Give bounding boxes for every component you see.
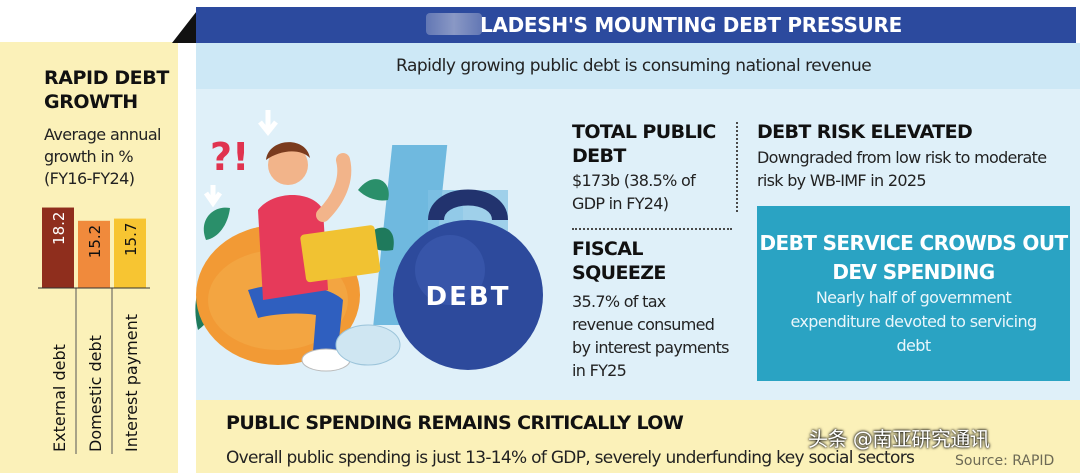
blurred-title-prefix (426, 13, 482, 35)
puzzled-mark-icon: ?! (210, 135, 249, 179)
debt-service-body: Nearly half of government expenditure de… (790, 288, 1037, 355)
debt-service-title: DEBT SERVICE CROWDS OUT DEV SPENDING (759, 231, 1069, 284)
bar (42, 207, 74, 288)
debt-illustration: ?! DEBT (195, 110, 543, 372)
bar (114, 218, 146, 288)
kettlebell-label: DEBT (426, 282, 511, 312)
debt-service-box (757, 206, 1070, 381)
public-spending-title: PUBLIC SPENDING REMAINS CRITICALLY LOW (226, 412, 684, 434)
bar-value-label: 15.7 (122, 223, 140, 256)
watermark: 头条 @南亚研究通讯 (808, 427, 990, 451)
debt-risk-title: DEBT RISK ELEVATED (757, 121, 973, 143)
leaf-icon (203, 207, 230, 240)
subtitle-band (196, 43, 1080, 89)
down-arrow-icon (258, 110, 278, 137)
public-spending-body: Overall public spending is just 13-14% o… (226, 448, 915, 468)
bar-value-label: 15.2 (86, 225, 104, 258)
debt-growth-bar-chart: 18.2 External debt 15.2 Domestic debt 15.7 In… (38, 207, 150, 454)
person-legs (248, 284, 343, 352)
debt-risk-body: Downgraded from low risk to moderate ris… (757, 148, 1047, 190)
person-head (268, 145, 308, 185)
leaf-icon (358, 179, 389, 201)
section-divider-vertical (736, 122, 738, 212)
laptop-icon (300, 225, 381, 283)
broken-piggy-bank-icon (335, 324, 401, 366)
total-debt-title: TOTAL PUBLIC DEBT (572, 121, 716, 167)
public-spending-band (196, 400, 1080, 473)
bar-group: 18.2 External debt (42, 207, 74, 452)
category-label: Domestic debt (86, 335, 105, 452)
source-note: Source: RAPID (955, 453, 1055, 469)
person-hair (266, 142, 310, 160)
bar-group: 15.2 Domestic debt (78, 220, 110, 452)
total-debt-body: $173b (38.5% of GDP in FY24) (572, 171, 696, 213)
down-arrow-icon (203, 185, 223, 208)
section-divider (572, 228, 732, 230)
bar (78, 220, 110, 288)
fiscal-squeeze-title: FISCAL SQUEEZE (572, 238, 666, 284)
category-label: Interest payment (122, 314, 141, 452)
person-arm (316, 153, 352, 222)
bar-group: 15.7 Interest payment (114, 218, 146, 452)
kettlebell-handle (428, 189, 508, 222)
page-subtitle: Rapidly growing public debt is consuming… (396, 56, 872, 76)
header-band (196, 7, 1076, 43)
page-title: LADESH'S MOUNTING DEBT PRESSURE (480, 13, 902, 37)
fiscal-squeeze-body: 35.7% of tax revenue consumed by interes… (572, 292, 729, 380)
category-label: External debt (50, 344, 69, 452)
rapid-debt-subtitle: Average annual growth in % (FY16-FY24) (44, 125, 161, 188)
bar-value-label: 18.2 (50, 212, 68, 245)
rapid-debt-title: RAPID DEBT GROWTH (44, 67, 169, 113)
